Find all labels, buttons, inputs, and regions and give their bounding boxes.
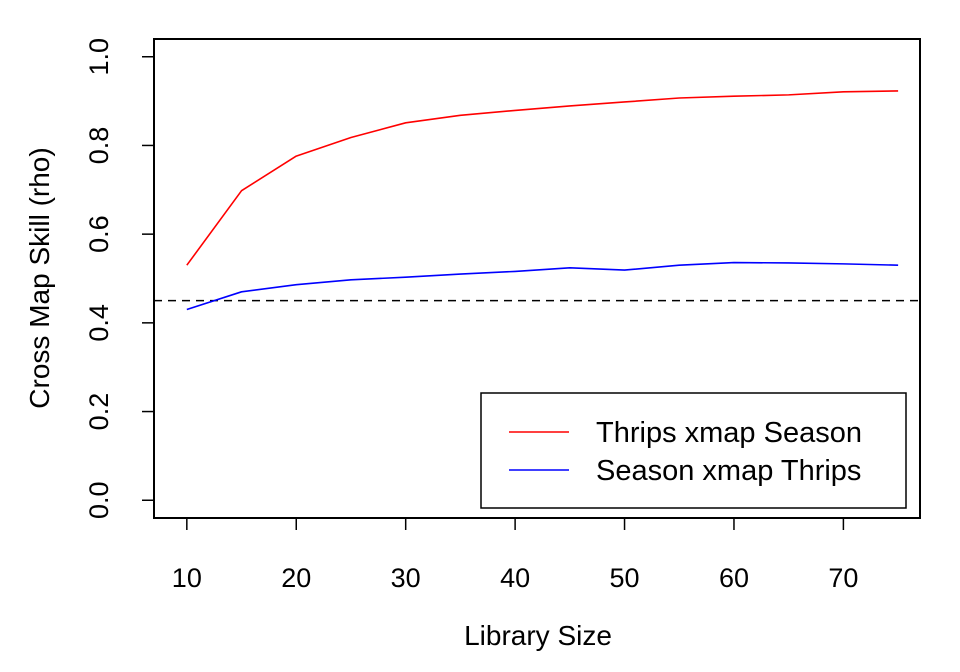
x-tick-label: 50 [610,563,640,593]
x-tick-label: 40 [500,563,530,593]
x-tick-label: 10 [172,563,202,593]
y-tick-label: 0.2 [84,393,114,431]
legend-box [480,392,907,509]
x-tick-label: 60 [719,563,749,593]
x-tick-label: 70 [828,563,858,593]
y-axis-title: Cross Map Skill (rho) [24,147,55,408]
series-layer [186,90,899,311]
y-axis: 0.0 0.2 0.4 0.6 0.8 1.0 [84,38,154,519]
y-tick-label: 0.6 [84,215,114,253]
x-axis: 10 20 30 40 50 60 70 [172,518,858,593]
legend: Thrips xmap Season Season xmap Thrips [480,392,907,509]
x-tick-label: 30 [391,563,421,593]
legend-label-season-xmap-thrips: Season xmap Thrips [596,455,861,487]
x-axis-title: Library Size [464,620,612,651]
y-tick-label: 0.4 [84,304,114,342]
plot-frame [153,38,921,519]
series-line-season-xmap-thrips [186,261,899,311]
legend-label-thrips-xmap-season: Thrips xmap Season [596,417,862,449]
y-tick-label: 1.0 [84,38,114,76]
y-tick-label: 0.0 [84,481,114,519]
series-line-thrips-xmap-season [186,90,899,266]
x-tick-label: 20 [281,563,311,593]
y-tick-label: 0.8 [84,127,114,165]
